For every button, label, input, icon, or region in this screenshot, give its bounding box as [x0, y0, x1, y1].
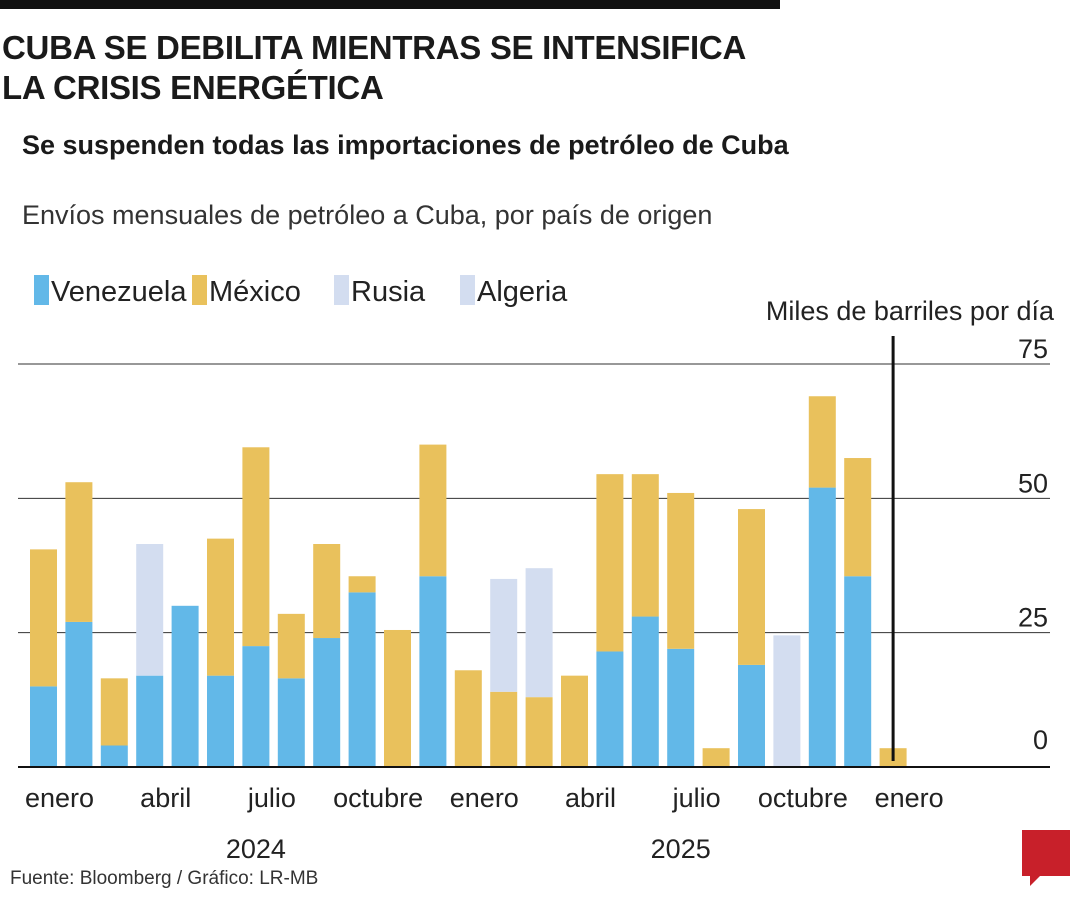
x-tick-label: abril [140, 783, 191, 813]
bar-segment-méxico [738, 509, 765, 665]
y-tick-label: 0 [1033, 725, 1048, 755]
bar-segment-méxico [525, 697, 553, 767]
legend-swatch [192, 275, 207, 305]
x-tick-label: octubre [333, 783, 423, 813]
bar-segment-méxico [65, 482, 93, 622]
bar-segment-venezuela [808, 487, 836, 767]
lr-logo [1022, 830, 1070, 886]
bar-segment-méxico [844, 458, 872, 577]
legend-label: Rusia [351, 276, 426, 308]
x-tick-label: enero [450, 783, 519, 813]
bar-segment-méxico [596, 474, 624, 652]
bar-segment-méxico [454, 670, 482, 767]
x-tick-label: julio [672, 783, 721, 813]
x-tick-label: enero [25, 783, 94, 813]
y-tick-label: 25 [1018, 603, 1048, 633]
legend-label: Venezuela [51, 276, 187, 308]
bar-segment-méxico [667, 492, 695, 649]
bar-segment-venezuela [667, 648, 695, 767]
bar-segment-venezuela [100, 745, 128, 767]
bar-segment-méxico [207, 538, 234, 676]
y-tick-label: 75 [1018, 334, 1048, 364]
bar-segment-méxico [702, 748, 730, 767]
title-line-1: CUBA SE DEBILITA MIENTRAS SE INTENSIFICA [2, 29, 746, 66]
bar-segment-méxico [419, 444, 447, 577]
legend-item-algeria: Algeria [460, 275, 567, 309]
legend-item-rusia: Rusia [334, 275, 425, 309]
bar-segment-méxico [561, 675, 588, 767]
bar-segment-venezuela [207, 675, 234, 767]
bar-segment-méxico [30, 549, 57, 687]
legend-swatch [460, 275, 475, 305]
bar-segment-venezuela [277, 678, 305, 767]
year-label: 2025 [651, 834, 711, 864]
bar-segment-venezuela [136, 675, 164, 767]
bar-segment-méxico [631, 474, 659, 617]
bar-segment-venezuela [171, 605, 199, 767]
bar-segment-méxico [100, 678, 128, 746]
bar-segment-venezuela [30, 686, 57, 767]
bar-segment-méxico [313, 544, 341, 639]
bar-segment-méxico [348, 576, 376, 593]
bar-segment-méxico [384, 629, 411, 767]
bar-segment-rusia [490, 578, 518, 692]
x-tick-label: octubre [758, 783, 848, 813]
page-title: CUBA SE DEBILITA MIENTRAS SE INTENSIFICA… [2, 28, 802, 108]
bar-segment-venezuela [65, 621, 93, 767]
bar-segment-venezuela [844, 576, 872, 767]
bar-segment-rusia [525, 568, 553, 698]
bar-segment-venezuela [419, 576, 447, 767]
bar-segment-algeria [773, 635, 801, 767]
source-note: Fuente: Bloomberg / Gráfico: LR-MB [10, 868, 319, 889]
bar-segment-méxico [490, 691, 518, 767]
legend-label: Algeria [477, 276, 568, 308]
x-tick-label: abril [565, 783, 616, 813]
legend-label: México [209, 276, 301, 308]
bar-segment-venezuela [348, 592, 376, 767]
bar-segment-méxico [242, 447, 270, 647]
legend-swatch [334, 275, 349, 305]
bar-segment-rusia [136, 544, 164, 676]
legend-item-mexico: México [192, 275, 301, 309]
x-tick-label: enero [875, 783, 944, 813]
x-tick-label: julio [247, 783, 296, 813]
bar-segment-venezuela [313, 638, 341, 767]
bar-segment-venezuela [631, 616, 659, 767]
title-line-2: LA CRISIS ENERGÉTICA [2, 69, 384, 106]
chart-description: Envíos mensuales de petróleo a Cuba, por… [22, 200, 713, 230]
chart-subtitle: Se suspenden todas las importaciones de … [22, 130, 789, 160]
bar-segment-méxico [808, 396, 836, 488]
bar-segment-venezuela [596, 651, 624, 767]
legend-swatch [34, 275, 49, 305]
legend-item-venezuela: Venezuela [34, 275, 186, 309]
top-rule [0, 0, 780, 9]
bar-segment-venezuela [242, 646, 270, 767]
y-tick-label: 50 [1018, 468, 1048, 498]
bar-segment-venezuela [738, 664, 765, 767]
year-label: 2024 [226, 834, 286, 864]
bar-segment-méxico [277, 613, 305, 679]
y-axis-label: Miles de barriles por día [765, 296, 1054, 326]
